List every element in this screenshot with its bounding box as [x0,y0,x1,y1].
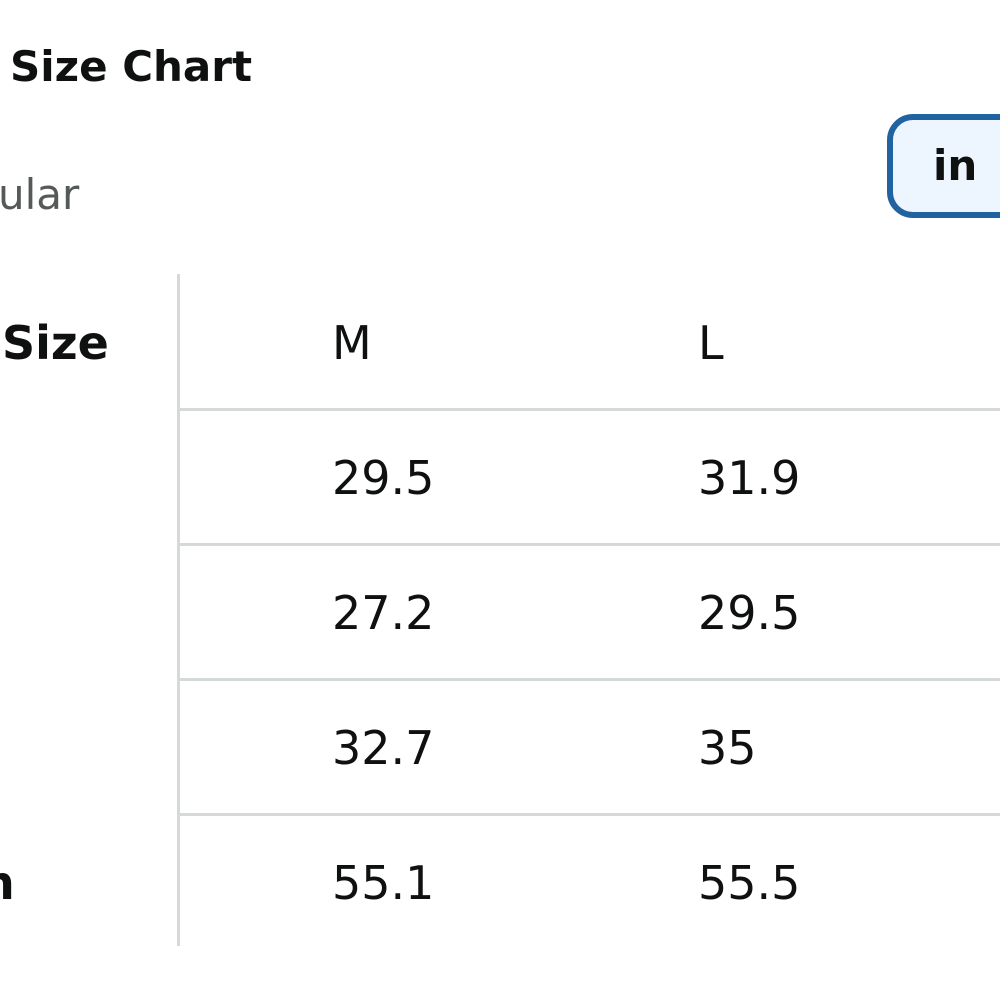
row-divider [180,543,1000,546]
title: Size Chart [10,42,253,91]
table-cell: 55.5 [698,856,801,910]
table-cell: 27.2 [332,586,435,640]
table-cell: 35 [698,721,757,775]
row-label: n [0,853,15,913]
row-divider [180,813,1000,816]
column-header: M [332,316,372,370]
table-cell: 29.5 [332,451,435,505]
subtitle: ular [0,170,80,219]
table-cell: 29.5 [698,586,801,640]
row-divider [180,678,1000,681]
column-header: L [698,316,724,370]
table-cell: 55.1 [332,856,435,910]
table-cell: 31.9 [698,451,801,505]
table-cell: 32.7 [332,721,435,775]
row-divider [180,408,1000,411]
column-divider [177,274,180,946]
column-header: Size [2,316,109,370]
unit-button[interactable]: in [887,114,1000,218]
